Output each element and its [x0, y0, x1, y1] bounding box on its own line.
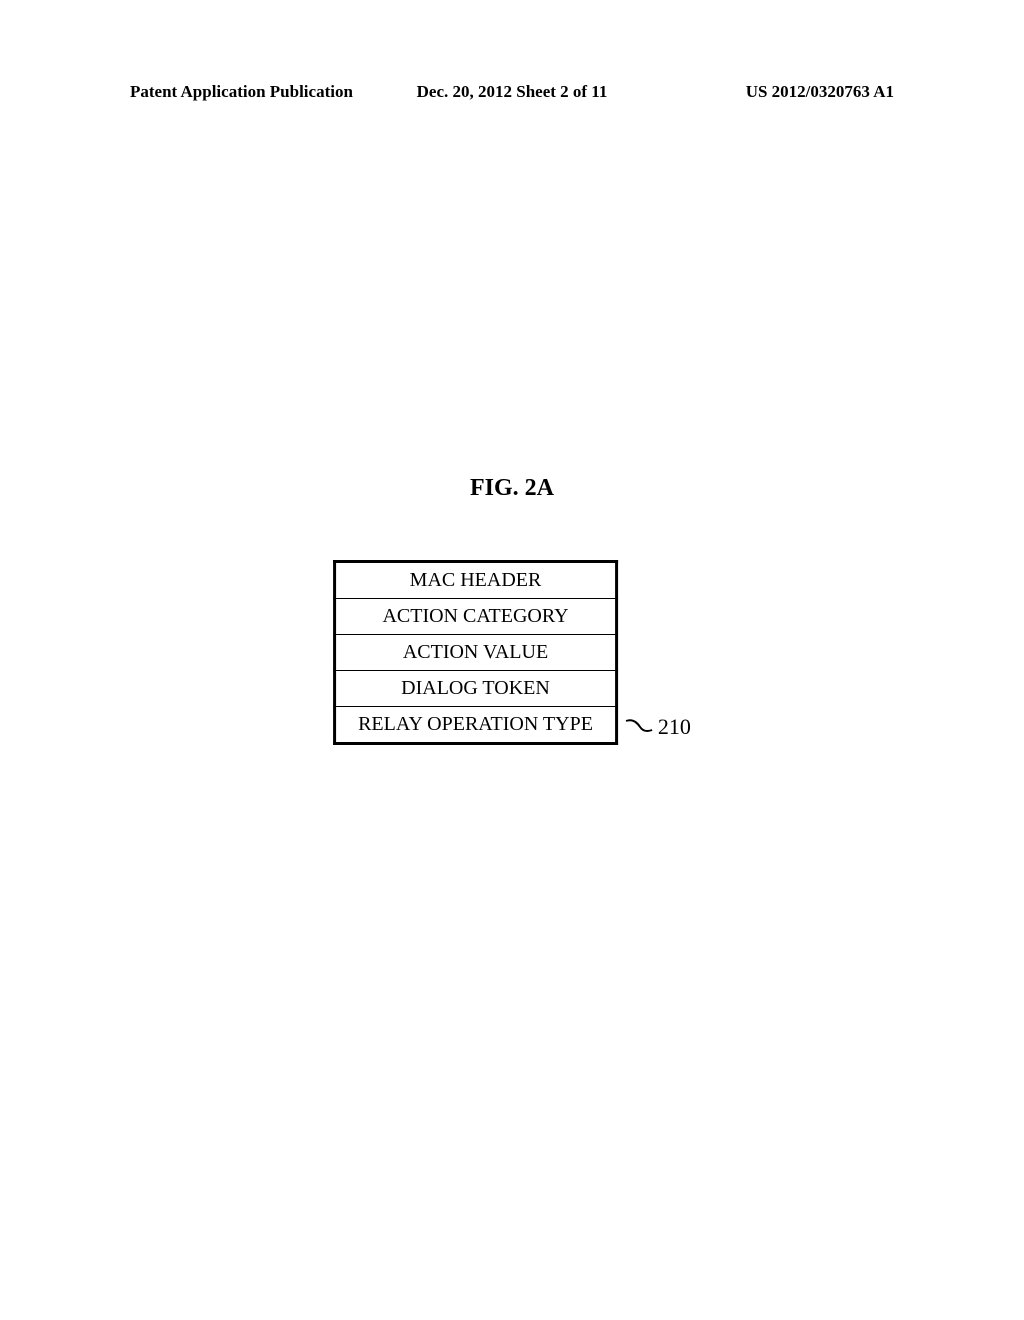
frame-row-mac-header: MAC HEADER: [335, 562, 617, 599]
header-date-sheet: Dec. 20, 2012 Sheet 2 of 11: [417, 82, 608, 102]
header-publication: Patent Application Publication: [130, 82, 353, 102]
frame-diagram: MAC HEADER ACTION CATEGORY ACTION VALUE …: [333, 560, 691, 745]
frame-row-dialog-token: DIALOG TOKEN: [335, 671, 617, 707]
frame-row-relay-operation-type: RELAY OPERATION TYPE: [335, 707, 617, 744]
reference-number: 210: [658, 714, 691, 740]
frame-row-action-value: ACTION VALUE: [335, 635, 617, 671]
reference-label: 210: [624, 714, 691, 740]
page-header: Patent Application Publication Dec. 20, …: [130, 82, 894, 102]
frame-row-action-category: ACTION CATEGORY: [335, 599, 617, 635]
figure-title: FIG. 2A: [470, 475, 554, 502]
frame-structure-table: MAC HEADER ACTION CATEGORY ACTION VALUE …: [333, 560, 618, 745]
reference-curve-icon: [624, 717, 654, 737]
header-patent-number: US 2012/0320763 A1: [746, 82, 894, 102]
